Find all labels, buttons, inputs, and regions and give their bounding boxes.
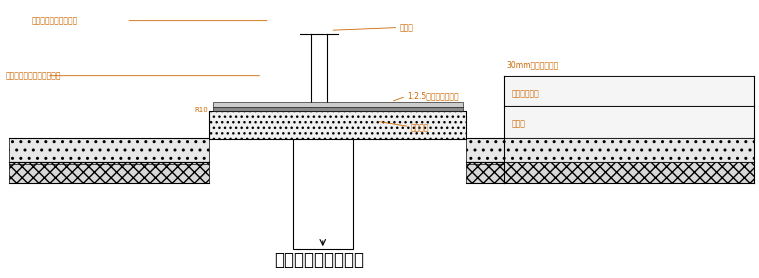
- Text: 丁基橡胶卷材: 丁基橡胶卷材: [512, 89, 540, 98]
- Bar: [9, 138, 209, 162]
- Text: 柱钢筋: 柱钢筋: [399, 23, 413, 32]
- Bar: [9, 162, 209, 183]
- Text: R10: R10: [194, 107, 208, 113]
- Text: 砼垫层: 砼垫层: [512, 119, 526, 128]
- Bar: [504, 138, 754, 162]
- Text: 1:2.5水泥砂浆保护层: 1:2.5水泥砂浆保护层: [407, 92, 458, 101]
- Text: 桩顶防水做法示意图: 桩顶防水做法示意图: [274, 251, 364, 269]
- Bar: [504, 106, 754, 138]
- Text: 水泥基渗透结晶型防水涂料: 水泥基渗透结晶型防水涂料: [5, 71, 61, 80]
- Bar: [213, 107, 463, 111]
- Bar: [504, 162, 754, 183]
- Bar: [209, 111, 467, 139]
- Bar: [292, 109, 353, 249]
- Bar: [504, 76, 754, 106]
- Bar: [467, 138, 504, 162]
- Bar: [213, 102, 463, 107]
- Text: 30mm碎石砼保护层: 30mm碎石砼保护层: [506, 60, 559, 69]
- Text: 桩顶标高: 桩顶标高: [411, 123, 429, 132]
- Text: 聚合物水泥砂浆保护层: 聚合物水泥砂浆保护层: [32, 16, 78, 25]
- Bar: [209, 111, 467, 139]
- Bar: [467, 162, 504, 183]
